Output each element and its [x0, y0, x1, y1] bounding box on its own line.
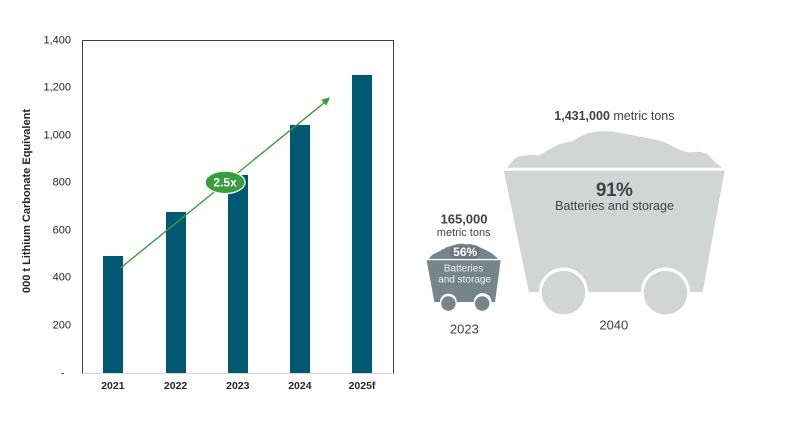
svg-text:2.5x: 2.5x: [213, 176, 237, 190]
